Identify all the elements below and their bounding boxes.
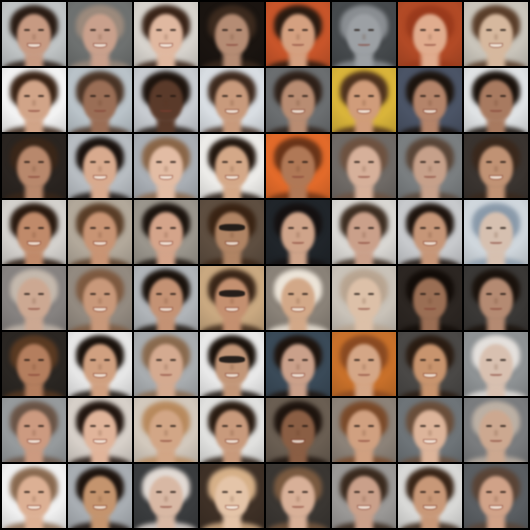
face-thumbnail [266, 200, 330, 264]
face-thumbnail [68, 2, 132, 66]
face-thumbnail [2, 200, 66, 264]
face-thumbnail [266, 398, 330, 462]
face-thumbnail [200, 68, 264, 132]
face-thumbnail [464, 398, 528, 462]
face-thumbnail [2, 134, 66, 198]
face-thumbnail [200, 398, 264, 462]
face-thumbnail [464, 200, 528, 264]
face-thumbnail [200, 266, 264, 330]
face-thumbnail [68, 134, 132, 198]
face-thumbnail [332, 2, 396, 66]
face-thumbnail [398, 2, 462, 66]
face-thumbnail [464, 2, 528, 66]
face-thumbnail [332, 266, 396, 330]
face-thumbnail [398, 464, 462, 528]
face-thumbnail [68, 464, 132, 528]
face-thumbnail [68, 68, 132, 132]
face-thumbnail [332, 464, 396, 528]
face-thumbnail [398, 266, 462, 330]
face-thumbnail [200, 2, 264, 66]
face-thumbnail [398, 68, 462, 132]
face-thumbnail [200, 200, 264, 264]
face-thumbnail [134, 2, 198, 66]
face-thumbnail [68, 266, 132, 330]
face-thumbnail [134, 266, 198, 330]
face-thumbnail [398, 200, 462, 264]
face-thumbnail [464, 68, 528, 132]
face-thumbnail [398, 398, 462, 462]
face-thumbnail [464, 464, 528, 528]
face-thumbnail [134, 332, 198, 396]
face-thumbnail [266, 134, 330, 198]
face-thumbnail [266, 332, 330, 396]
face-thumbnail [266, 266, 330, 330]
face-thumbnail [68, 200, 132, 264]
face-thumbnail [134, 398, 198, 462]
face-thumbnail [398, 134, 462, 198]
face-thumbnail [134, 134, 198, 198]
face-thumbnail [2, 68, 66, 132]
face-thumbnail [266, 68, 330, 132]
face-thumbnail [332, 134, 396, 198]
face-thumbnail [2, 2, 66, 66]
face-thumbnail [200, 464, 264, 528]
face-thumbnail [266, 2, 330, 66]
face-thumbnail [398, 332, 462, 396]
face-thumbnail [68, 332, 132, 396]
face-thumbnail [332, 332, 396, 396]
face-thumbnail [464, 266, 528, 330]
face-thumbnail [134, 464, 198, 528]
face-thumbnail [2, 332, 66, 396]
face-thumbnail [464, 332, 528, 396]
face-thumbnail [332, 68, 396, 132]
face-thumbnail [332, 398, 396, 462]
face-thumbnail [2, 464, 66, 528]
face-thumbnail [2, 398, 66, 462]
face-thumbnail [68, 398, 132, 462]
face-thumbnail [200, 134, 264, 198]
face-thumbnail [200, 332, 264, 396]
face-thumbnail [134, 200, 198, 264]
face-thumbnail [464, 134, 528, 198]
face-thumbnail [134, 68, 198, 132]
face-thumbnail [332, 200, 396, 264]
face-thumbnail [2, 266, 66, 330]
face-thumbnail [266, 464, 330, 528]
